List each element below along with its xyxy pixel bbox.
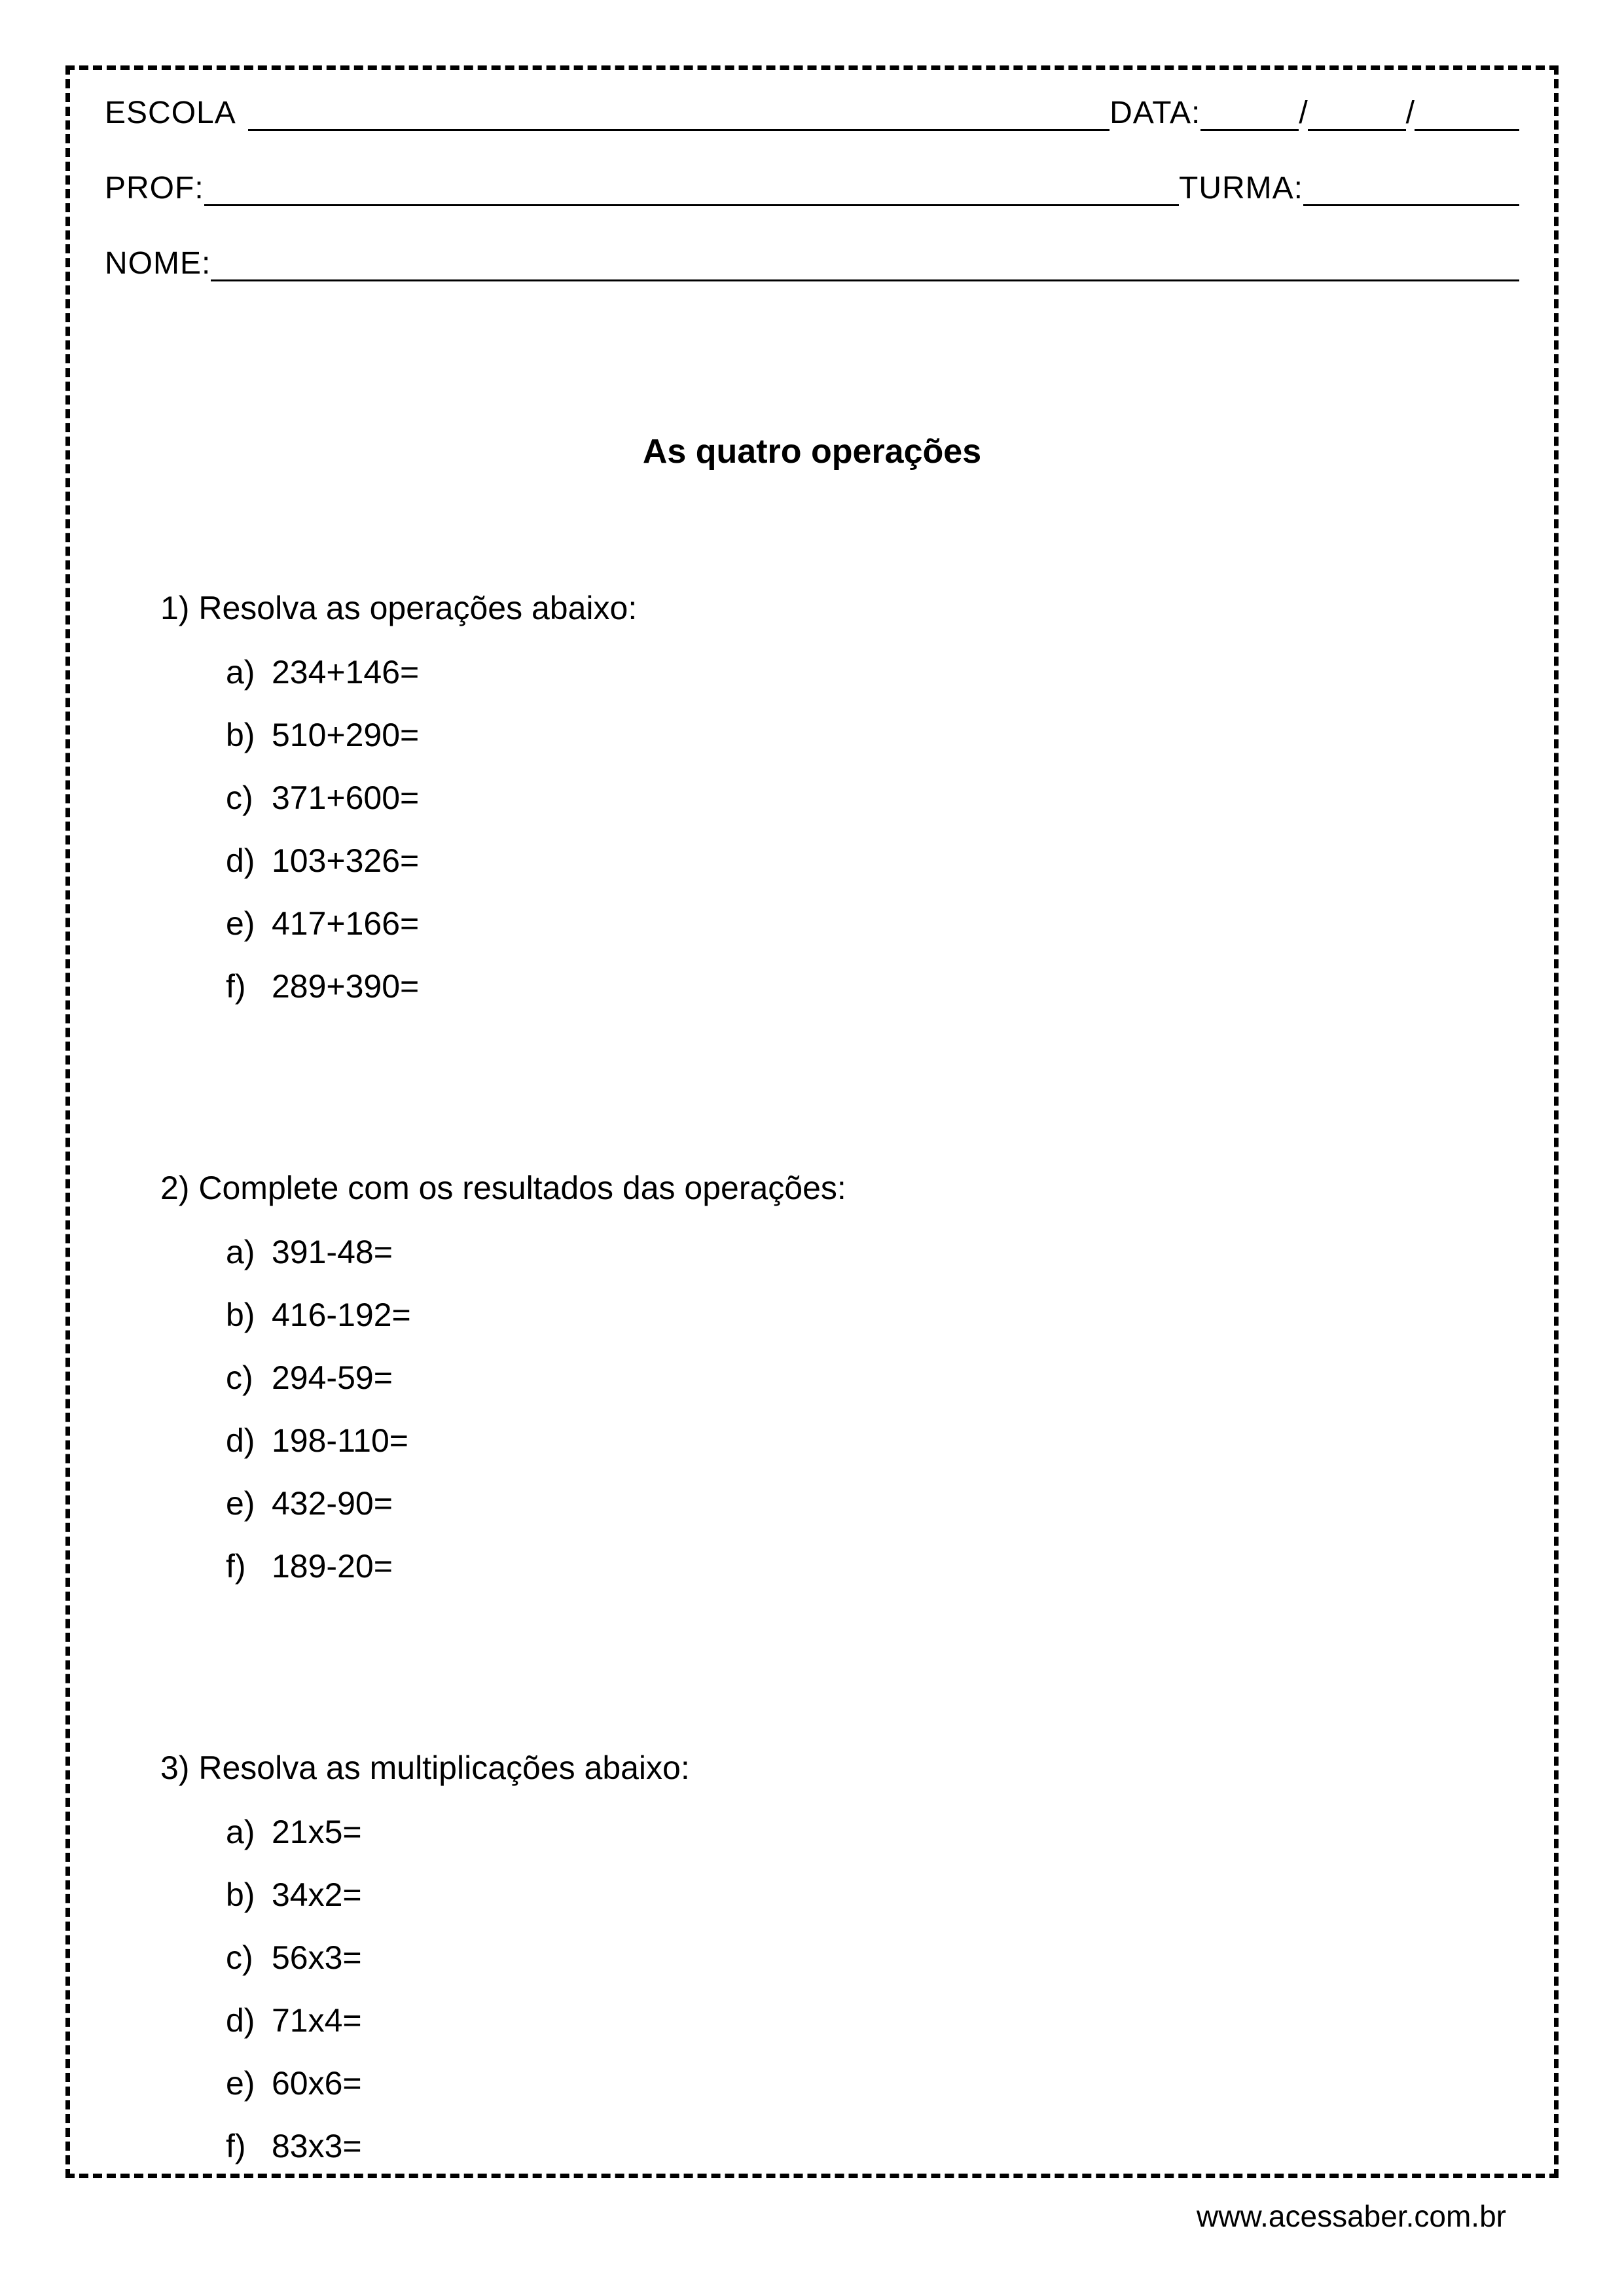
question-1: 1) Resolva as operações abaixo: a)234+14… [160,589,1519,1005]
q2-c-letter: c) [226,1359,272,1397]
q3-a-text: 21x5= [272,1813,362,1851]
q2-item-c: c)294-59= [226,1359,1519,1397]
q3-item-a: a)21x5= [226,1813,1519,1851]
q3-b-text: 34x2= [272,1876,362,1914]
escola-blank [248,99,1110,131]
prof-label: PROF: [105,170,204,206]
q3-b-letter: b) [226,1876,272,1914]
q1-a-letter: a) [226,653,272,691]
q2-item-e: e)432-90= [226,1484,1519,1522]
question-2-prompt: 2) Complete com os resultados das operaç… [160,1169,1519,1207]
q1-item-b: b)510+290= [226,716,1519,754]
q1-e-letter: e) [226,905,272,942]
q2-item-d: d)198-110= [226,1422,1519,1460]
q1-e-text: 417+166= [272,905,419,942]
q3-item-d: d)71x4= [226,2001,1519,2039]
q3-e-letter: e) [226,2064,272,2102]
q1-item-a: a)234+146= [226,653,1519,691]
q1-c-text: 371+600= [272,779,419,817]
question-1-prompt: 1) Resolva as operações abaixo: [160,589,1519,627]
date-month-blank [1308,99,1406,131]
q1-b-letter: b) [226,716,272,754]
q3-f-letter: f) [226,2127,272,2165]
question-3: 3) Resolva as multiplicações abaixo: a)2… [160,1749,1519,2165]
q3-a-letter: a) [226,1813,272,1851]
question-1-text: Resolva as operações abaixo: [198,590,637,626]
q3-d-text: 71x4= [272,2001,362,2039]
q2-item-b: b)416-192= [226,1296,1519,1334]
q2-c-text: 294-59= [272,1359,393,1397]
q3-f-text: 83x3= [272,2127,362,2165]
date-year-blank [1415,99,1519,131]
q2-e-letter: e) [226,1484,272,1522]
nome-blank [211,250,1519,281]
date-sep-2: / [1406,95,1415,131]
q2-f-text: 189-20= [272,1547,393,1585]
q3-item-e: e)60x6= [226,2064,1519,2102]
q1-a-text: 234+146= [272,653,419,691]
q2-b-text: 416-192= [272,1296,411,1334]
turma-blank [1303,175,1519,206]
escola-label: ESCOLA [105,95,236,131]
question-2-text: Complete com os resultados das operações… [198,1170,846,1206]
q1-item-d: d)103+326= [226,842,1519,880]
q3-item-f: f)83x3= [226,2127,1519,2165]
q2-e-text: 432-90= [272,1484,393,1522]
worksheet-content: ESCOLA DATA: / / PROF: TURMA: NOME: As q… [65,65,1559,2178]
header-line-2: PROF: TURMA: [105,170,1519,206]
q2-d-text: 198-110= [272,1422,408,1460]
q3-e-text: 60x6= [272,2064,362,2102]
turma-label: TURMA: [1179,170,1303,206]
question-2-number: 2) [160,1170,189,1206]
date-sep-1: / [1299,95,1307,131]
worksheet-title: As quatro operações [105,432,1519,471]
q1-c-letter: c) [226,779,272,817]
q2-item-a: a)391-48= [226,1233,1519,1271]
date-day-blank [1200,99,1299,131]
q1-f-text: 289+390= [272,967,419,1005]
question-3-prompt: 3) Resolva as multiplicações abaixo: [160,1749,1519,1787]
q1-item-e: e)417+166= [226,905,1519,942]
q2-b-letter: b) [226,1296,272,1334]
q1-item-f: f)289+390= [226,967,1519,1005]
q2-a-text: 391-48= [272,1233,393,1271]
q3-item-c: c)56x3= [226,1939,1519,1977]
question-3-number: 3) [160,1749,189,1786]
q1-d-letter: d) [226,842,272,880]
prof-blank [204,175,1179,206]
q3-d-letter: d) [226,2001,272,2039]
q2-item-f: f)189-20= [226,1547,1519,1585]
q1-d-text: 103+326= [272,842,419,880]
footer-url: www.acessaber.com.br [1197,2198,1506,2234]
q3-c-text: 56x3= [272,1939,362,1977]
question-1-number: 1) [160,590,189,626]
q2-f-letter: f) [226,1547,272,1585]
q1-b-text: 510+290= [272,716,419,754]
question-2: 2) Complete com os resultados das operaç… [160,1169,1519,1585]
q1-f-letter: f) [226,967,272,1005]
q2-a-letter: a) [226,1233,272,1271]
q3-c-letter: c) [226,1939,272,1977]
q2-d-letter: d) [226,1422,272,1460]
nome-label: NOME: [105,245,211,281]
data-label: DATA: [1110,95,1200,131]
header-line-3: NOME: [105,245,1519,281]
q3-item-b: b)34x2= [226,1876,1519,1914]
header-line-1: ESCOLA DATA: / / [105,95,1519,131]
q1-item-c: c)371+600= [226,779,1519,817]
question-3-text: Resolva as multiplicações abaixo: [198,1749,689,1786]
